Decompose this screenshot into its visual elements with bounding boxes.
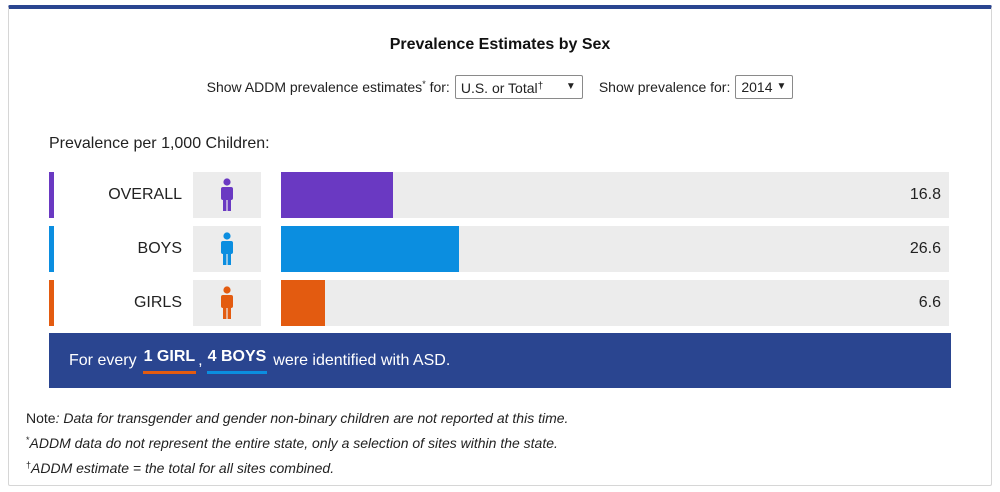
boy-count: 4 BOYS	[206, 348, 268, 374]
person-icon	[193, 226, 261, 272]
dagger-footnote: †ADDM estimate = the total for all sites…	[26, 460, 335, 476]
row-value: 6.6	[918, 294, 941, 311]
chevron-down-icon: ▼	[565, 81, 576, 92]
row-overall: OVERALL 16.8	[49, 172, 949, 218]
banner-suffix: were identified with ASD.	[273, 351, 451, 369]
row-label: BOYS	[137, 240, 182, 257]
banner-prefix: For every	[69, 351, 137, 369]
row-label: OVERALL	[108, 186, 182, 203]
person-icon-glyph	[221, 178, 233, 211]
person-icon-glyph	[221, 286, 233, 319]
year-select[interactable]: 2014 ▼	[735, 75, 794, 99]
bar-track: 16.8	[281, 172, 949, 218]
row-accent	[49, 172, 54, 218]
bar-track: 26.6	[281, 226, 949, 272]
row-accent	[49, 226, 54, 272]
row-label: GIRLS	[133, 294, 182, 311]
footnotes: Note: Data for transgender and gender no…	[26, 407, 568, 479]
bar-fill	[281, 280, 326, 326]
bar-fill	[281, 226, 459, 272]
bar-fill	[281, 172, 394, 218]
row-value: 26.6	[909, 240, 941, 257]
row-accent	[49, 280, 54, 326]
chevron-down-icon: ▼	[776, 81, 787, 92]
banner-comma: ,	[198, 351, 203, 369]
star-footnote: *ADDM data do not represent the entire s…	[26, 435, 558, 451]
girl-count: 1 GIRL	[142, 348, 197, 374]
person-icon	[193, 172, 261, 218]
person-icon-glyph	[221, 232, 233, 265]
controls-bar: Show ADDM prevalence estimates* for: U.S…	[9, 75, 991, 99]
row-girls: GIRLS 6.6	[49, 280, 949, 326]
row-value: 16.8	[909, 186, 941, 203]
prevalence-subtitle: Prevalence per 1,000 Children:	[49, 135, 270, 152]
area-select-label: Show ADDM prevalence estimates* for:	[206, 79, 450, 95]
panel-title: Prevalence Estimates by Sex	[389, 36, 611, 53]
note-line: Note: Data for transgender and gender no…	[26, 410, 569, 426]
ratio-banner: For every 1 GIRL , 4 BOYS were identifie…	[49, 333, 951, 388]
prevalence-panel: Prevalence Estimates by Sex Show ADDM pr…	[8, 5, 992, 486]
area-select[interactable]: U.S. or Total† ▼	[454, 75, 583, 99]
row-boys: BOYS 26.6	[49, 226, 949, 272]
person-icon	[193, 280, 261, 326]
year-select-label: Show prevalence for:	[598, 79, 731, 95]
bar-track: 6.6	[281, 280, 949, 326]
